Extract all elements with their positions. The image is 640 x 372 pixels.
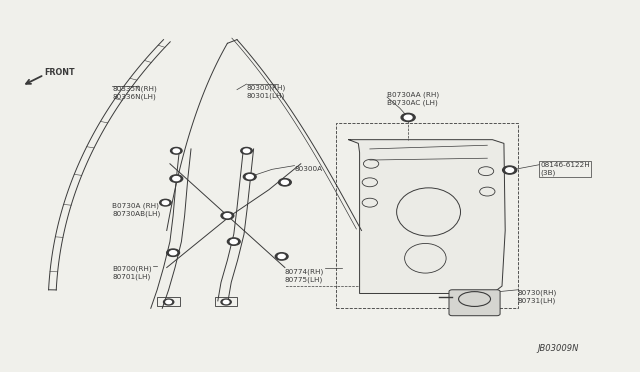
FancyBboxPatch shape: [449, 290, 500, 316]
Circle shape: [221, 212, 234, 219]
Text: B0730A (RH)
80730AB(LH): B0730A (RH) 80730AB(LH): [113, 203, 161, 217]
Circle shape: [221, 299, 231, 305]
Bar: [214, 297, 237, 307]
Circle shape: [224, 214, 231, 218]
Circle shape: [170, 175, 182, 182]
Circle shape: [278, 179, 291, 186]
Circle shape: [404, 115, 412, 120]
Circle shape: [223, 300, 229, 304]
Text: 80335N(RH)
80336N(LH): 80335N(RH) 80336N(LH): [113, 86, 157, 100]
Circle shape: [173, 177, 180, 181]
Circle shape: [230, 240, 237, 244]
Text: B0700(RH)
80701(LH): B0700(RH) 80701(LH): [113, 266, 152, 280]
Text: 80730(RH)
80731(LH): 80730(RH) 80731(LH): [518, 290, 557, 304]
Circle shape: [246, 175, 253, 179]
Bar: [336, 123, 518, 308]
Text: 80300(RH)
80301(LH): 80300(RH) 80301(LH): [246, 84, 286, 99]
Circle shape: [227, 238, 240, 245]
Bar: [157, 297, 179, 307]
Circle shape: [170, 251, 177, 255]
Text: 80774(RH)
80775(LH): 80774(RH) 80775(LH): [285, 268, 324, 283]
Circle shape: [502, 166, 516, 174]
Circle shape: [167, 249, 179, 256]
Circle shape: [506, 168, 513, 172]
Circle shape: [243, 149, 250, 153]
Text: JB03009N: JB03009N: [537, 344, 579, 353]
Circle shape: [275, 253, 288, 260]
Text: 80300A: 80300A: [294, 166, 323, 171]
Circle shape: [163, 201, 168, 205]
Circle shape: [160, 199, 172, 206]
Polygon shape: [349, 140, 505, 294]
Circle shape: [173, 149, 179, 153]
Ellipse shape: [459, 292, 490, 307]
Circle shape: [278, 254, 285, 259]
Circle shape: [401, 113, 415, 122]
Circle shape: [166, 300, 172, 304]
Circle shape: [243, 173, 256, 180]
Circle shape: [282, 180, 289, 185]
Circle shape: [171, 147, 182, 154]
Text: B0730AA (RH)
B0730AC (LH): B0730AA (RH) B0730AC (LH): [387, 92, 439, 106]
Text: FRONT: FRONT: [44, 68, 75, 77]
Text: 08146-6122H
(3B): 08146-6122H (3B): [540, 162, 590, 176]
Circle shape: [164, 299, 173, 305]
Circle shape: [241, 147, 252, 154]
